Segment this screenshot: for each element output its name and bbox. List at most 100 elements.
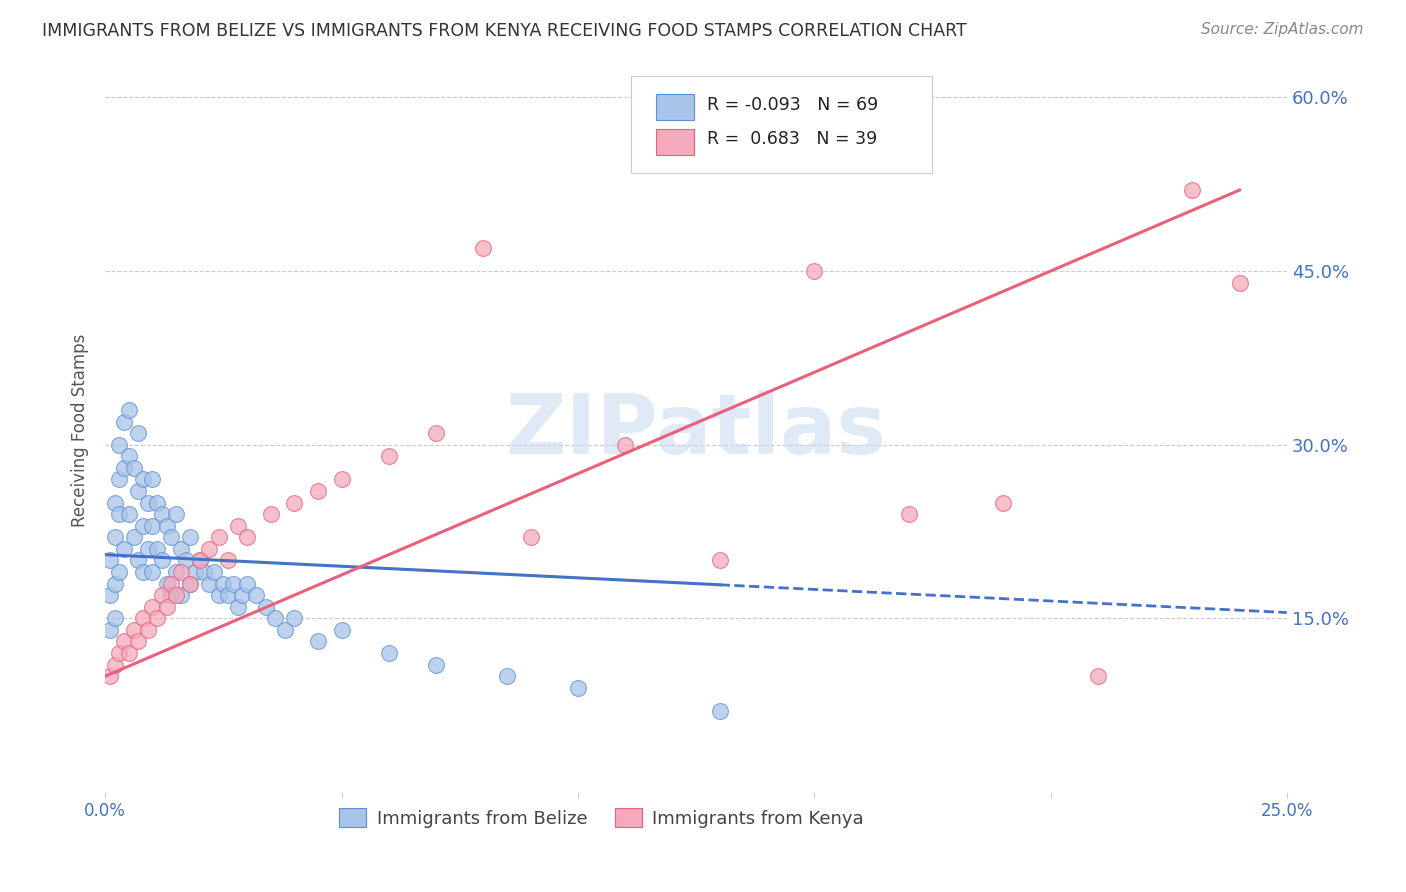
Legend: Immigrants from Belize, Immigrants from Kenya: Immigrants from Belize, Immigrants from … bbox=[332, 801, 872, 835]
Point bbox=[283, 611, 305, 625]
FancyBboxPatch shape bbox=[655, 94, 693, 120]
Point bbox=[236, 576, 259, 591]
Point bbox=[198, 541, 221, 556]
Point bbox=[104, 657, 127, 672]
Y-axis label: Receiving Food Stamps: Receiving Food Stamps bbox=[72, 334, 89, 527]
Point bbox=[108, 438, 131, 452]
Point bbox=[170, 541, 193, 556]
Point bbox=[122, 623, 145, 637]
Point bbox=[165, 565, 187, 579]
Point bbox=[118, 507, 141, 521]
Point bbox=[188, 553, 211, 567]
Point bbox=[1229, 276, 1251, 290]
Point bbox=[519, 530, 541, 544]
Point bbox=[307, 483, 329, 498]
Point bbox=[208, 588, 231, 602]
Point bbox=[98, 669, 121, 683]
Point bbox=[193, 565, 215, 579]
Point bbox=[231, 588, 253, 602]
Point bbox=[174, 553, 197, 567]
Point bbox=[165, 507, 187, 521]
Text: R = -0.093   N = 69: R = -0.093 N = 69 bbox=[707, 95, 877, 113]
Point bbox=[993, 495, 1015, 509]
Point bbox=[108, 646, 131, 660]
Point bbox=[259, 507, 281, 521]
Point bbox=[112, 634, 135, 648]
Point bbox=[803, 264, 825, 278]
Point bbox=[141, 518, 163, 533]
Point bbox=[245, 588, 267, 602]
Point bbox=[567, 681, 589, 695]
Point bbox=[136, 495, 159, 509]
Point bbox=[98, 588, 121, 602]
Point bbox=[425, 426, 447, 441]
Point bbox=[98, 623, 121, 637]
Point bbox=[112, 461, 135, 475]
Point bbox=[202, 565, 225, 579]
Point bbox=[217, 588, 239, 602]
Point bbox=[98, 553, 121, 567]
Point bbox=[170, 565, 193, 579]
Point bbox=[112, 541, 135, 556]
Point bbox=[307, 634, 329, 648]
Point bbox=[156, 576, 179, 591]
Point bbox=[122, 461, 145, 475]
Point bbox=[118, 450, 141, 464]
Point bbox=[150, 588, 173, 602]
FancyBboxPatch shape bbox=[631, 76, 932, 173]
Point bbox=[122, 530, 145, 544]
Point bbox=[118, 646, 141, 660]
Point bbox=[165, 588, 187, 602]
Point bbox=[132, 472, 155, 486]
Point bbox=[184, 565, 207, 579]
Point bbox=[160, 588, 183, 602]
Point bbox=[156, 599, 179, 614]
Point bbox=[150, 507, 173, 521]
Point bbox=[127, 426, 149, 441]
Point bbox=[274, 623, 297, 637]
Point bbox=[1087, 669, 1109, 683]
Text: IMMIGRANTS FROM BELIZE VS IMMIGRANTS FROM KENYA RECEIVING FOOD STAMPS CORRELATIO: IMMIGRANTS FROM BELIZE VS IMMIGRANTS FRO… bbox=[42, 22, 967, 40]
Point bbox=[160, 530, 183, 544]
Point bbox=[170, 588, 193, 602]
Point bbox=[709, 704, 731, 718]
Text: R =  0.683   N = 39: R = 0.683 N = 39 bbox=[707, 130, 877, 148]
Point bbox=[132, 518, 155, 533]
Point bbox=[141, 472, 163, 486]
Point bbox=[146, 541, 169, 556]
Point bbox=[160, 576, 183, 591]
Point bbox=[226, 518, 249, 533]
Point bbox=[179, 576, 201, 591]
Point bbox=[283, 495, 305, 509]
Point bbox=[179, 576, 201, 591]
Point bbox=[104, 495, 127, 509]
Point bbox=[198, 576, 221, 591]
Point bbox=[897, 507, 920, 521]
Point bbox=[425, 657, 447, 672]
Point bbox=[136, 541, 159, 556]
Point bbox=[378, 450, 401, 464]
Point bbox=[614, 438, 637, 452]
Point bbox=[217, 553, 239, 567]
Point bbox=[104, 611, 127, 625]
Point bbox=[141, 599, 163, 614]
Point bbox=[254, 599, 277, 614]
Point bbox=[156, 518, 179, 533]
Point bbox=[132, 611, 155, 625]
Point bbox=[132, 565, 155, 579]
Point bbox=[179, 530, 201, 544]
Point bbox=[226, 599, 249, 614]
Point bbox=[150, 553, 173, 567]
Point bbox=[127, 483, 149, 498]
Point bbox=[472, 241, 495, 255]
Point bbox=[118, 403, 141, 417]
Point bbox=[188, 553, 211, 567]
Point bbox=[104, 576, 127, 591]
Point bbox=[208, 530, 231, 544]
Text: Source: ZipAtlas.com: Source: ZipAtlas.com bbox=[1201, 22, 1364, 37]
Point bbox=[212, 576, 235, 591]
Point bbox=[146, 611, 169, 625]
Point bbox=[146, 495, 169, 509]
FancyBboxPatch shape bbox=[655, 128, 693, 154]
Point bbox=[378, 646, 401, 660]
